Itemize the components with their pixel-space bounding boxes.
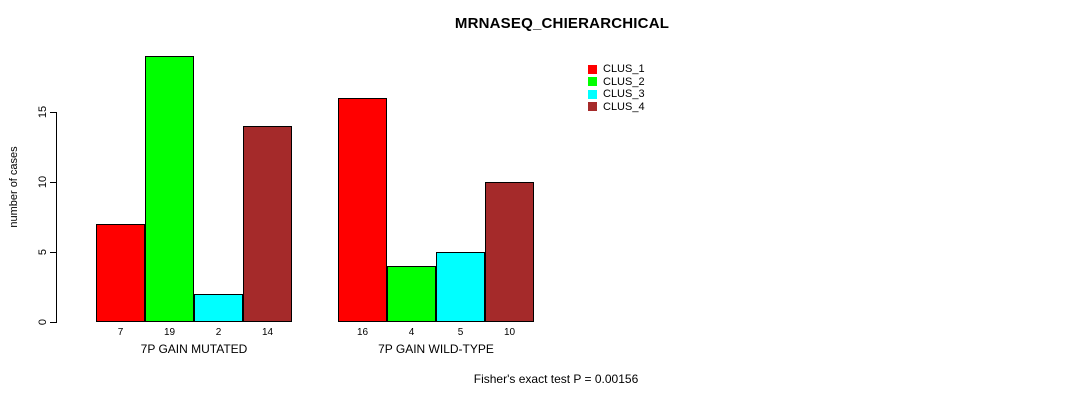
bar-value-label: 4 [408,327,415,338]
legend-swatch [588,64,597,74]
y-axis-tick-label: 15 [37,105,49,119]
bar-clus_3-group2 [436,252,485,322]
y-axis-tick [50,112,56,113]
legend-item-clus_2: CLUS_2 [588,76,645,89]
y-axis-tick-label: 10 [37,175,49,189]
legend-swatch [588,102,597,112]
y-axis-tick-label: 5 [37,248,49,256]
bar-clus_2-group1 [145,56,194,322]
y-axis-line [56,112,57,323]
legend: CLUS_1 CLUS_2 CLUS_3 CLUS_4 [588,63,645,113]
legend-label: CLUS_2 [603,75,645,88]
x-group-label: 7P GAIN MUTATED [140,342,248,356]
legend-item-clus_4: CLUS_4 [588,101,645,114]
legend-label: CLUS_4 [603,100,645,113]
legend-label: CLUS_3 [603,88,645,100]
bar-value-label: 5 [457,327,464,338]
bar-value-label: 10 [503,327,516,338]
legend-item-clus_1: CLUS_1 [588,63,645,76]
annotation-fisher-test: Fisher's exact test P = 0.00156 [473,372,639,386]
bar-value-label: 19 [163,327,176,338]
chart-title: MRNASEQ_CHIERARCHICAL [454,15,670,32]
bar-clus_4-group1 [243,126,292,322]
y-axis-tick [50,252,56,253]
legend-swatch [588,77,597,87]
bar-value-label: 14 [261,327,274,338]
bar-clus_3-group1 [194,294,243,322]
y-axis-tick [50,182,56,183]
x-group-label: 7P GAIN WILD-TYPE [378,342,494,356]
y-axis-tick-label: 0 [37,318,49,326]
bar-clus_4-group2 [485,182,534,322]
y-axis-tick [50,322,56,323]
bar-clus_1-group2 [338,98,387,322]
bar-value-label: 2 [215,327,222,338]
legend-swatch [588,89,597,99]
y-axis-label: number of cases [8,146,20,228]
bar-clus_1-group1 [96,224,145,322]
bar-clus_2-group2 [387,266,436,322]
legend-item-clus_3: CLUS_3 [588,88,645,101]
bar-value-label: 16 [356,327,369,338]
legend-label: CLUS_1 [603,63,645,75]
bar-value-label: 7 [117,327,124,338]
